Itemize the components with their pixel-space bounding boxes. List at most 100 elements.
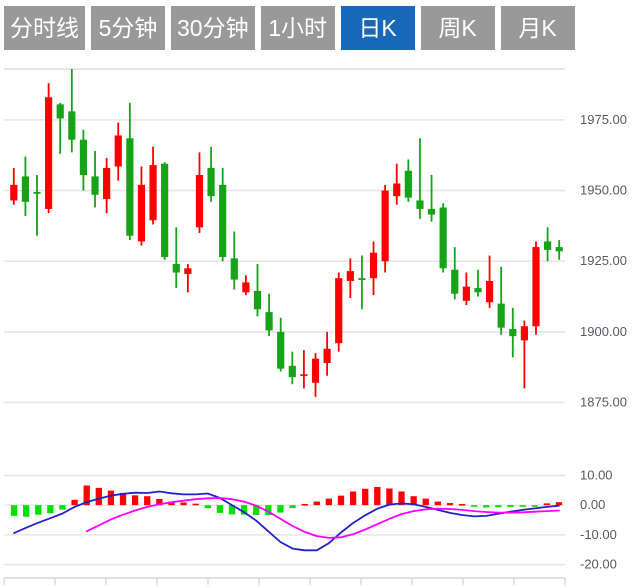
tab-30min[interactable]: 30分钟	[171, 6, 255, 50]
price-axis-label: 1925.00	[580, 253, 627, 268]
candle-body	[485, 281, 494, 303]
macd-histogram	[10, 485, 563, 517]
candle-body	[520, 326, 528, 341]
candle-body	[79, 139, 88, 176]
candle-body	[10, 184, 18, 201]
candlestick	[416, 138, 424, 219]
candle-body	[137, 184, 146, 242]
candlestick	[381, 184, 389, 273]
candle-body	[451, 269, 459, 294]
macd-bar	[386, 488, 393, 506]
macd-bar	[83, 485, 90, 506]
candlestick	[253, 264, 262, 317]
tab-timeline[interactable]: 分时线	[4, 6, 85, 50]
macd-bar	[313, 501, 320, 506]
macd-bar	[543, 503, 550, 506]
macd-bar	[35, 505, 42, 515]
macd-bar	[555, 502, 563, 506]
candlestick	[555, 240, 563, 260]
macd-axis-label: 0.00	[580, 497, 605, 512]
price-axis-label: 1950.00	[580, 183, 627, 198]
macd-bar	[325, 498, 333, 506]
macd-bar	[119, 492, 127, 506]
tab-label: 30分钟	[177, 15, 249, 41]
candlestick	[114, 122, 122, 181]
macd-bar	[168, 501, 175, 506]
candle-body	[404, 170, 412, 198]
candlestick	[323, 331, 331, 376]
macd-bar	[531, 505, 538, 507]
candle-body	[172, 264, 180, 273]
macd-bar	[349, 491, 357, 506]
macd-bar	[156, 498, 163, 506]
tab-1hour[interactable]: 1小时	[260, 6, 335, 50]
tab-month[interactable]: 月K	[500, 6, 575, 50]
macd-bar	[410, 496, 417, 506]
candle-body	[346, 271, 354, 282]
macd-grid	[4, 474, 565, 566]
macd-bar	[422, 498, 429, 506]
candle-body	[381, 190, 389, 262]
candle-body	[219, 184, 227, 257]
candle-body	[253, 290, 262, 310]
macd-dif-line	[13, 490, 560, 552]
candle-body	[68, 111, 76, 140]
candle-body	[21, 176, 30, 202]
kline-macd-chart[interactable]: 1975.00 1950.00 1925.00 1900.00 1875.00 10.0…	[0, 56, 635, 588]
price-axis-label: 1875.00	[580, 395, 627, 410]
macd-dea-line	[85, 497, 560, 539]
candlestick	[184, 264, 192, 293]
candle-body	[532, 247, 540, 327]
candle-body	[161, 163, 169, 257]
macd-bar	[59, 505, 66, 510]
macd-bar	[95, 487, 102, 506]
candle-body	[195, 175, 204, 228]
tab-5min[interactable]: 5分钟	[91, 6, 165, 50]
candlestick	[532, 241, 540, 335]
price-candles	[10, 69, 563, 397]
macd-bar	[301, 503, 308, 506]
tab-week[interactable]: 周K	[420, 6, 495, 50]
candlestick	[45, 83, 53, 214]
macd-bar	[204, 505, 211, 509]
candle-body	[184, 268, 192, 274]
candle-body	[277, 331, 285, 369]
candle-body	[45, 97, 53, 209]
tab-label: 日K	[358, 15, 397, 41]
macd-bar	[362, 488, 369, 506]
candlestick	[195, 152, 204, 233]
tab-label: 1小时	[268, 15, 327, 41]
price-axis-label: 1975.00	[580, 112, 627, 127]
candlestick	[56, 102, 64, 154]
candlestick	[520, 320, 528, 389]
macd-bar	[47, 505, 54, 514]
candle-body	[427, 208, 436, 215]
macd-axis-label: -10.00	[580, 527, 617, 542]
candlestick	[149, 146, 157, 225]
candle-body	[462, 286, 470, 301]
candle-body	[207, 167, 215, 197]
candlestick	[369, 241, 378, 296]
candlestick	[79, 129, 88, 191]
candlestick	[21, 156, 30, 216]
candlestick	[393, 163, 401, 205]
macd-bar	[337, 495, 345, 506]
candlestick	[346, 258, 354, 298]
candle-body	[149, 165, 157, 221]
candlestick	[335, 272, 343, 352]
candlestick	[10, 167, 18, 205]
candlestick	[91, 150, 99, 208]
candle-body	[509, 329, 517, 337]
candlestick	[451, 247, 459, 300]
price-axis-labels: 1975.00 1950.00 1925.00 1900.00 1875.00	[580, 112, 627, 410]
candlestick	[137, 166, 146, 246]
macd-bar	[495, 505, 502, 508]
bottom-axis	[3, 577, 566, 585]
candle-body	[393, 183, 401, 197]
candlestick	[265, 293, 273, 337]
macd-bar	[253, 505, 260, 515]
candlestick	[161, 162, 169, 260]
tab-day[interactable]: 日K	[340, 6, 415, 50]
candlestick	[404, 159, 412, 202]
macd-bar	[434, 501, 442, 506]
